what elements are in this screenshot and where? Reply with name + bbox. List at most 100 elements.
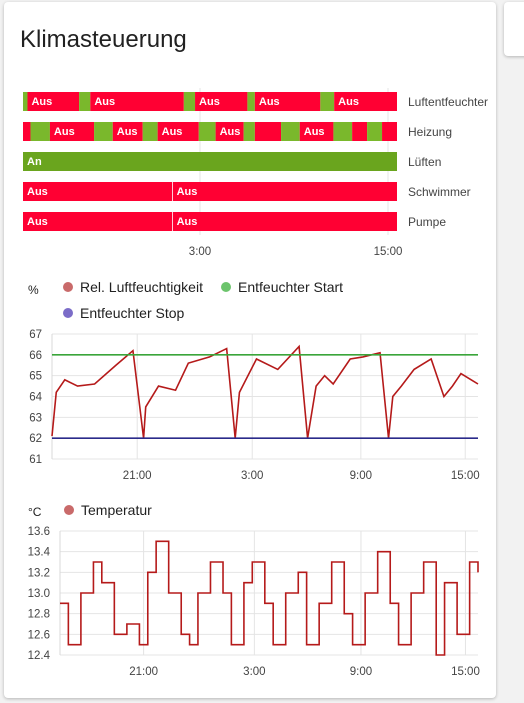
legend-swatch [64, 505, 74, 515]
legend-label: Rel. Luftfeuchtigkeit [80, 279, 203, 295]
timeline-segment[interactable] [215, 122, 244, 141]
segment-label: Aus [338, 96, 359, 108]
segment-label: Aus [94, 96, 115, 108]
timeline-time-tick: 15:00 [374, 246, 403, 258]
segment-label: Aus [199, 96, 220, 108]
legend-swatch [63, 308, 73, 318]
x-tick-label: 3:00 [243, 666, 265, 678]
x-tick-label: 3:00 [241, 470, 263, 482]
timeline-row: Aus Aus Aus Aus Aus Heizung [23, 122, 452, 141]
timeline-segment[interactable] [27, 92, 80, 111]
adjacent-card [504, 2, 524, 56]
x-tick-label: 9:00 [350, 666, 372, 678]
legend-item[interactable]: Entfeuchter Start [221, 279, 343, 295]
y-tick-label: 12.4 [28, 650, 51, 662]
timeline-segment[interactable] [23, 212, 173, 231]
timeline-row-label: Schwimmer [408, 185, 471, 199]
x-tick-label: 15:00 [451, 470, 480, 482]
timeline-segment[interactable] [90, 92, 184, 111]
segment-label: Aus [220, 126, 241, 138]
legend-item[interactable]: Entfeuchter Stop [63, 305, 185, 321]
timeline-segment[interactable] [172, 212, 397, 231]
timeline-row: Aus Aus Schwimmer [23, 182, 471, 201]
y-tick-label: 63 [29, 412, 42, 424]
segment-label: Aus [177, 186, 198, 198]
timeline-segment[interactable] [30, 122, 50, 141]
y-unit-label: °C [28, 505, 42, 519]
timeline-row: Aus Aus Aus Aus Aus Luftentfeuchter [23, 92, 488, 111]
segment-label: Aus [117, 126, 138, 138]
y-tick-label: 13.6 [28, 526, 50, 538]
y-tick-label: 13.0 [28, 588, 50, 600]
series-line[interactable] [60, 540, 479, 656]
timeline-segment[interactable] [183, 92, 196, 111]
timeline-segment[interactable] [320, 92, 335, 111]
y-tick-label: 12.6 [28, 629, 50, 641]
timeline-segment[interactable] [247, 92, 255, 111]
timeline-time-tick: 3:00 [189, 246, 211, 258]
x-tick-label: 21:00 [123, 470, 152, 482]
legend-swatch [63, 282, 73, 292]
y-tick-label: 13.2 [28, 567, 50, 579]
y-tick-label: 65 [29, 371, 42, 383]
timeline-segment[interactable] [299, 122, 334, 141]
segment-label: Aus [304, 126, 325, 138]
legend-item[interactable]: Rel. Luftfeuchtigkeit [63, 279, 203, 295]
timeline-row: An Lüften [23, 152, 441, 171]
timeline-segment[interactable] [254, 122, 282, 141]
timeline-segment[interactable] [23, 152, 397, 171]
y-tick-label: 67 [29, 329, 42, 341]
card-title: Klimasteuerung [20, 26, 187, 53]
timeline-row-label: Lüften [408, 155, 441, 169]
timeline-segment[interactable] [333, 122, 353, 141]
timeline-segment[interactable] [352, 122, 368, 141]
segment-label: Aus [27, 216, 48, 228]
segment-label: Aus [54, 126, 75, 138]
humidity-chart: % Rel. Luftfeuchtigkeit Entfeuchter Start E… [28, 279, 480, 482]
timeline-segment[interactable] [254, 92, 321, 111]
timeline-row-label: Luftentfeuchter [408, 95, 488, 109]
legend-item[interactable]: Temperatur [64, 502, 152, 518]
segment-label: Aus [31, 96, 52, 108]
timeline-segment[interactable] [112, 122, 143, 141]
series-line[interactable] [51, 344, 479, 439]
timeline-segment[interactable] [49, 122, 95, 141]
timeline-segment[interactable] [79, 92, 91, 111]
y-tick-label: 62 [29, 433, 42, 445]
timeline-segment[interactable] [157, 122, 199, 141]
timeline-segment[interactable] [23, 182, 173, 201]
timeline-segment[interactable] [23, 122, 31, 141]
y-tick-label: 12.8 [28, 609, 50, 621]
timeline-segment[interactable] [195, 92, 248, 111]
segment-label: Aus [27, 186, 48, 198]
timeline-row: Aus Aus Pumpe [23, 212, 446, 231]
legend-label: Entfeuchter Start [238, 279, 343, 295]
legend-label: Entfeuchter Stop [80, 305, 185, 321]
timeline-segment[interactable] [142, 122, 158, 141]
y-unit-label: % [28, 283, 39, 297]
timeline-segment[interactable] [334, 92, 397, 111]
x-tick-label: 21:00 [129, 666, 158, 678]
y-tick-label: 13.4 [28, 547, 51, 559]
climate-card: Klimasteuerung Aus Aus Aus Aus Aus Luftentfeu… [4, 2, 496, 698]
timeline-segment[interactable] [367, 122, 383, 141]
segment-label: Aus [177, 216, 198, 228]
timeline-row-label: Heizung [408, 125, 452, 139]
timeline-segment[interactable] [281, 122, 300, 141]
timeline-segment[interactable] [243, 122, 255, 141]
x-tick-label: 15:00 [451, 666, 480, 678]
x-tick-label: 9:00 [350, 470, 372, 482]
timeline-segment[interactable] [23, 92, 28, 111]
timeline-segment[interactable] [172, 182, 397, 201]
legend-swatch [221, 282, 231, 292]
timeline-segment[interactable] [94, 122, 113, 141]
timeline-segment[interactable] [198, 122, 216, 141]
segment-label: Aus [259, 96, 280, 108]
y-tick-label: 61 [29, 454, 42, 466]
segment-label: An [27, 156, 42, 168]
segment-label: Aus [162, 126, 183, 138]
temperature-chart: °C Temperatur 13.6 13.4 13.2 13.0 12.8 12.6 12.4… [28, 502, 480, 678]
timeline-row-label: Pumpe [408, 215, 446, 229]
timeline-segment[interactable] [382, 122, 397, 141]
